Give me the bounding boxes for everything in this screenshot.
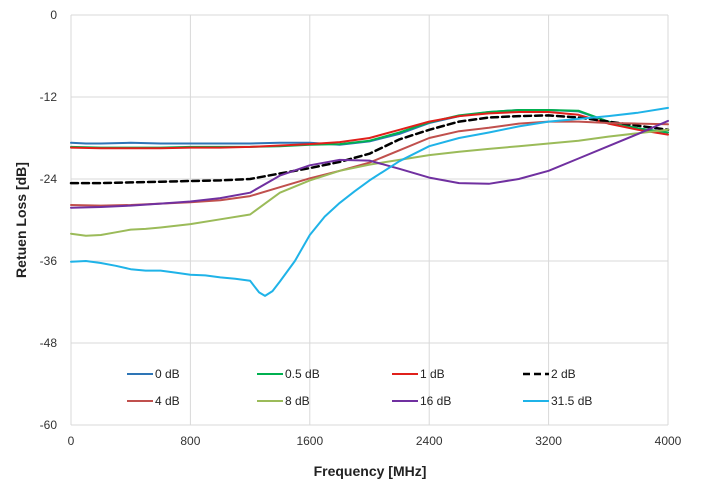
y-tick-label: -48 (40, 336, 58, 350)
gridlines (70, 14, 669, 426)
x-axis-ticks: 0 800 1600 2400 3200 4000 (68, 434, 682, 448)
series-line-16-db (70, 119, 669, 209)
legend-label: 16 dB (420, 394, 451, 408)
legend: 0 dB 0.5 dB 1 dB 2 dB 4 dB 8 dB 16 dB 31.5 dB (127, 367, 592, 408)
legend-label: 0 dB (155, 367, 180, 381)
y-tick-label: -12 (40, 90, 58, 104)
x-tick-label: 2400 (416, 434, 443, 448)
plot-lines (69, 106, 670, 297)
x-tick-label: 4000 (655, 434, 682, 448)
legend-label: 8 dB (285, 394, 310, 408)
y-tick-label: -36 (40, 254, 58, 268)
series-line-31-5-db (70, 106, 669, 297)
legend-label: 4 dB (155, 394, 180, 408)
y-tick-label: -60 (40, 418, 58, 432)
series-line-2-db (69, 114, 670, 185)
x-tick-label: 1600 (296, 434, 323, 448)
legend-label: 1 dB (420, 367, 445, 381)
x-tick-label: 3200 (535, 434, 562, 448)
y-tick-label: 0 (50, 8, 57, 22)
y-axis-title: Retuen Loss [dB] (13, 162, 29, 278)
legend-label: 2 dB (551, 367, 576, 381)
x-tick-label: 0 (68, 434, 75, 448)
x-tick-label: 800 (180, 434, 200, 448)
x-axis-title: Frequency [MHz] (314, 463, 427, 479)
legend-label: 0.5 dB (285, 367, 320, 381)
y-axis-ticks: 0 -12 -24 -36 -48 -60 (40, 8, 58, 432)
y-tick-label: -24 (40, 172, 58, 186)
series-line-8-db (70, 128, 669, 237)
legend-label: 31.5 dB (551, 394, 592, 408)
series-line-1-db (70, 111, 669, 150)
